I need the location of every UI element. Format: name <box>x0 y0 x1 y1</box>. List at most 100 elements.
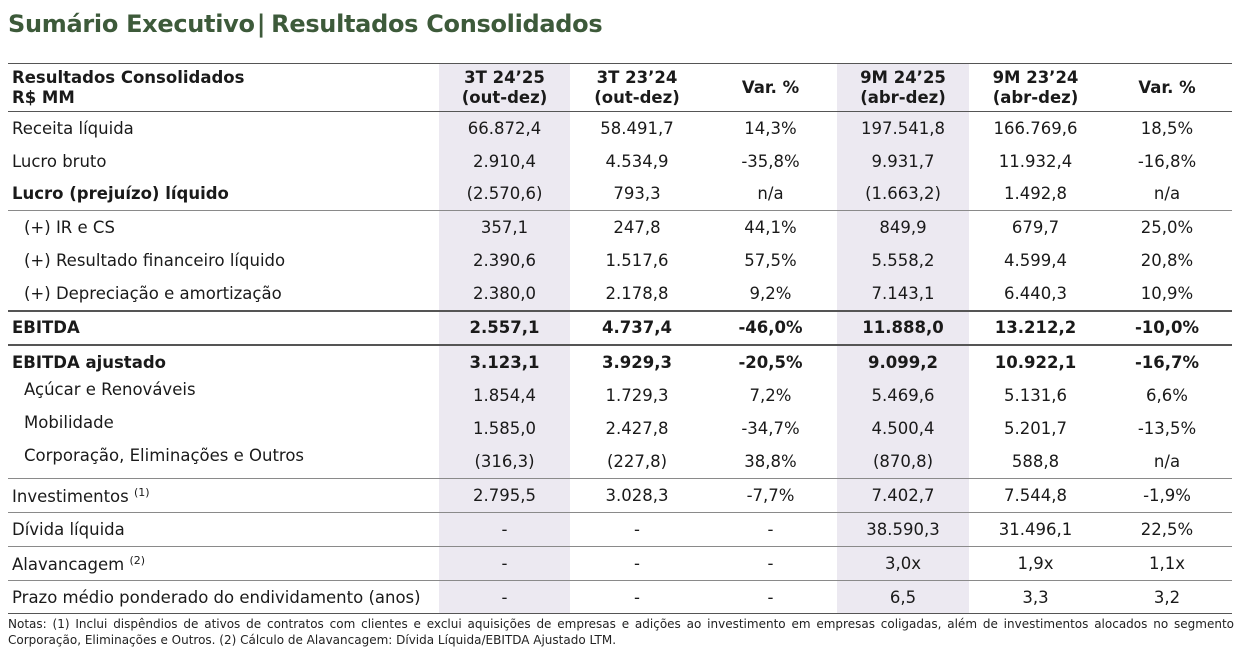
cell: - <box>704 512 837 547</box>
row-label: Receita líquida <box>12 118 134 138</box>
cell: 197.541,8 <box>837 111 969 145</box>
cell: 9,2% <box>749 283 792 303</box>
header-col-line1: 9M 23’24 <box>992 67 1079 87</box>
row-label: EBITDA <box>8 309 439 345</box>
cell: 588,8 <box>1011 451 1060 471</box>
cell: -16,8% <box>1137 151 1197 171</box>
header-3t-2324: 3T 23’24 (out-dez) <box>570 63 704 112</box>
cell: 14,3% <box>744 118 797 138</box>
cell: - <box>704 546 837 581</box>
cell: 7,2% <box>749 385 792 405</box>
table-row: Dívida líquida - - - 38.590,3 31.496,1 2… <box>8 512 1232 547</box>
cell: 1,1x <box>1102 546 1232 581</box>
row-label: Dívida líquida <box>8 512 439 547</box>
cell: 2.427,8 <box>605 418 669 438</box>
cell: 25,0% <box>1102 210 1232 244</box>
cell: 4.737,4 <box>570 309 704 345</box>
cell: 849,9 <box>837 210 969 244</box>
header-9m-2324: 9M 23’24 (abr-dez) <box>969 63 1102 112</box>
cell: -20,5% <box>704 343 837 379</box>
cell: - <box>439 546 570 581</box>
table-row: Alavancagem (2) - - - 3,0x 1,9x 1,1x <box>8 546 1232 581</box>
header-col-line1: 3T 23’24 <box>596 67 678 87</box>
cell: 31.496,1 <box>969 512 1102 547</box>
cell: 7.544,8 <box>969 478 1102 513</box>
cell: 9.099,2 <box>837 343 969 379</box>
row-label: Mobilidade <box>24 412 114 432</box>
header-var-3t: Var. % <box>704 63 837 112</box>
header-label-line2: R$ MM <box>12 87 75 107</box>
cell: 4.599,4 <box>1004 250 1067 270</box>
results-table: Resultados Consolidados R$ MM 3T 24’25 (… <box>8 63 1232 614</box>
cell: -13,5% <box>1137 418 1197 438</box>
footnotes: Notas: (1) Inclui dispêndios de ativos d… <box>8 617 1234 647</box>
cell: 57,5% <box>744 250 797 270</box>
table-row: Corporação, Eliminações e Outros (316,3)… <box>8 444 1232 479</box>
cell: 2.390,6 <box>439 243 570 277</box>
row-label: Investimentos (1) <box>8 478 439 513</box>
cell: 2.910,4 <box>439 144 570 178</box>
header-col-line1: 3T 24’25 <box>464 67 545 87</box>
row-label: (+) Resultado financeiro líquido <box>24 250 286 270</box>
header-col-line2: (abr-dez) <box>860 87 946 107</box>
header-var-9m: Var. % <box>1102 63 1232 112</box>
cell: 3.028,3 <box>570 478 704 513</box>
table-header-row: Resultados Consolidados R$ MM 3T 24’25 (… <box>8 63 1232 112</box>
cell: 20,8% <box>1140 250 1194 270</box>
cell: 2.557,1 <box>439 309 570 345</box>
title-separator: | <box>256 10 266 38</box>
row-label: Alavancagem (2) <box>8 546 439 581</box>
cell: 9.931,7 <box>837 144 969 178</box>
cell: -46,0% <box>704 309 837 345</box>
cell: 6,5 <box>837 580 969 614</box>
cell: - <box>439 512 570 547</box>
cell: 1.729,3 <box>605 385 669 405</box>
cell: 793,3 <box>613 184 661 204</box>
title-main: Sumário Executivo <box>8 10 255 38</box>
cell: 38,8% <box>744 451 797 471</box>
cell: 4.534,9 <box>605 151 669 171</box>
cell: 22,5% <box>1102 512 1232 547</box>
cell: 3.123,1 <box>439 343 570 379</box>
header-col-line1: Var. % <box>1138 77 1196 97</box>
title-section: Resultados Consolidados <box>271 10 603 38</box>
cell: 3,3 <box>969 580 1102 614</box>
cell: 4.500,4 <box>837 411 969 445</box>
cell: -35,8% <box>741 151 800 171</box>
cell: -7,7% <box>704 478 837 513</box>
cell: - <box>570 580 704 614</box>
cell: 2.178,8 <box>605 283 669 303</box>
cell: 18,5% <box>1140 118 1194 138</box>
cell: n/a <box>1153 451 1181 471</box>
cell: -10,0% <box>1102 309 1232 345</box>
cell: 5.201,7 <box>1004 418 1067 438</box>
table-row: Açúcar e Renováveis 1.854,4 1.729,3 7,2%… <box>8 378 1232 412</box>
table-row: (+) Depreciação e amortização 2.380,0 2.… <box>8 276 1232 311</box>
cell: 7.402,7 <box>837 478 969 513</box>
row-label-text: Investimentos <box>12 486 129 506</box>
cell: (2.570,6) <box>439 177 570 211</box>
cell: 10.922,1 <box>969 343 1102 379</box>
cell: 44,1% <box>704 210 837 244</box>
header-col-line1: 9M 24’25 <box>860 67 946 87</box>
cell: (316,3) <box>439 444 570 479</box>
table-row: Lucro (prejuízo) líquido (2.570,6) 793,3… <box>8 177 1232 211</box>
row-label: (+) Depreciação e amortização <box>24 283 282 303</box>
cell: 5.131,6 <box>1004 385 1067 405</box>
cell: (870,8) <box>837 444 969 479</box>
row-label: Prazo médio ponderado do endividamento (… <box>8 580 439 614</box>
cell: - <box>570 546 704 581</box>
row-label: Lucro (prejuízo) líquido <box>12 184 229 204</box>
table-row: EBITDA ajustado 3.123,1 3.929,3 -20,5% 9… <box>8 343 1232 379</box>
cell: 1.585,0 <box>439 411 570 445</box>
cell: 1.854,4 <box>439 378 570 412</box>
row-label: Corporação, Eliminações e Outros <box>24 445 305 465</box>
page-title: Sumário Executivo| Resultados Consolidado… <box>8 10 603 38</box>
cell: 1.492,8 <box>1004 184 1067 204</box>
cell: 2.380,0 <box>439 276 570 311</box>
cell: 13.212,2 <box>969 309 1102 345</box>
header-3t-2425: 3T 24’25 (out-dez) <box>439 63 570 112</box>
header-col-line2: (out-dez) <box>594 87 680 107</box>
table-row: Mobilidade 1.585,0 2.427,8 -34,7% 4.500,… <box>8 411 1232 445</box>
cell: 5.558,2 <box>837 243 969 277</box>
